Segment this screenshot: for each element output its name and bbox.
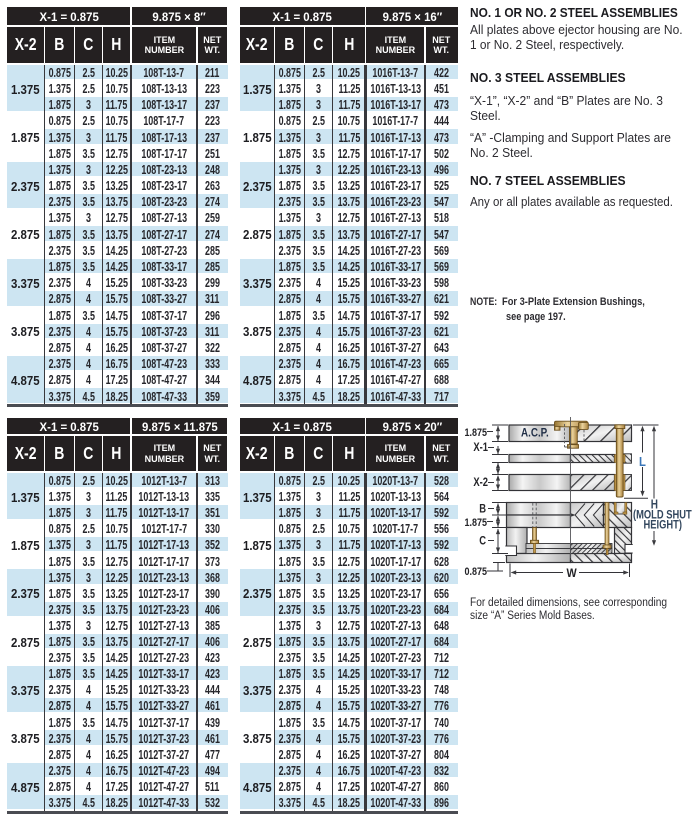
svg-text:X-2: X-2 xyxy=(473,476,488,489)
svg-text:H: H xyxy=(651,499,658,512)
svg-text:X-1: X-1 xyxy=(473,441,488,454)
svg-text:0.875: 0.875 xyxy=(464,566,487,578)
svg-text:1.875: 1.875 xyxy=(464,517,487,529)
svg-text:W: W xyxy=(567,567,577,580)
svg-text:B: B xyxy=(479,503,486,516)
svg-text:C: C xyxy=(479,534,486,547)
svg-text:L: L xyxy=(639,454,646,469)
svg-text:HEIGHT): HEIGHT) xyxy=(644,519,683,532)
svg-text:(MOLD SHUT: (MOLD SHUT xyxy=(633,509,692,522)
svg-text:A.C.P.: A.C.P. xyxy=(521,427,549,440)
svg-text:1.875: 1.875 xyxy=(464,427,487,439)
